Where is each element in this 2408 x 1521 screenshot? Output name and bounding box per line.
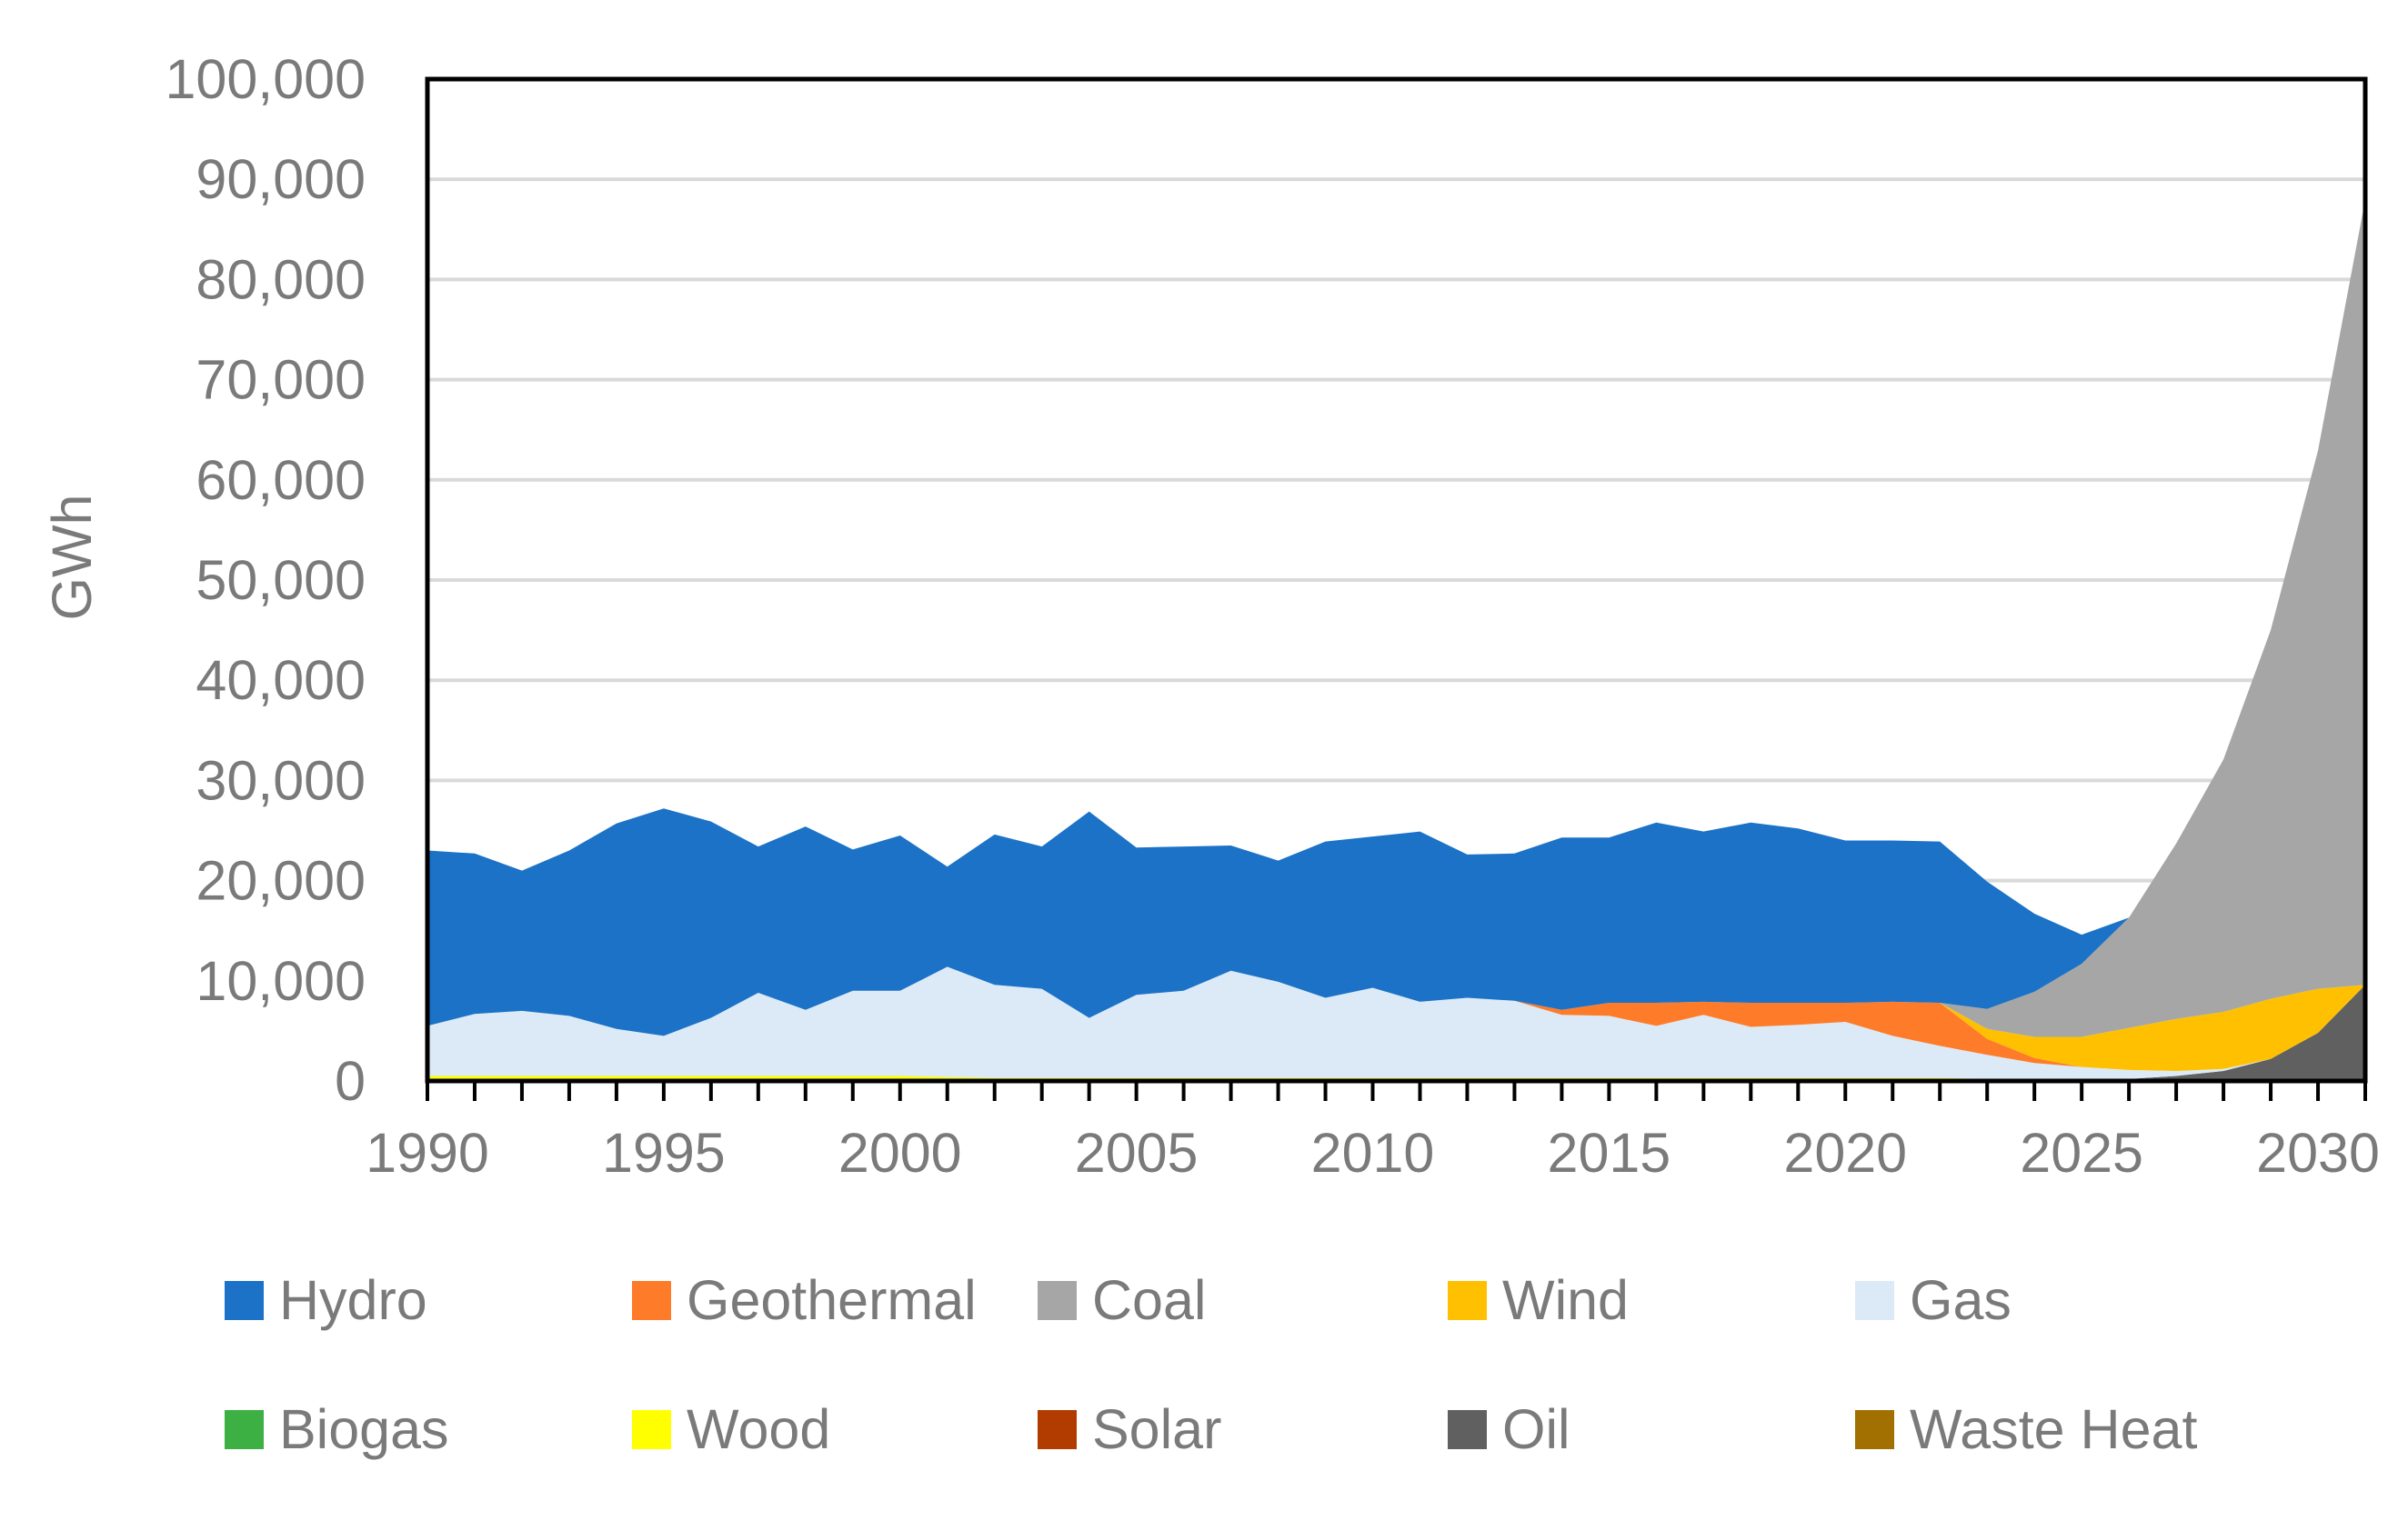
- x-tick-label: 2000: [838, 1122, 962, 1184]
- y-tick-label: 60,000: [196, 449, 366, 511]
- legend-label-gas: Gas: [1910, 1269, 2012, 1331]
- plot-frame: [425, 76, 2368, 1084]
- legend-label-waste-heat: Waste Heat: [1910, 1398, 2197, 1460]
- y-tick-label: 50,000: [196, 549, 366, 611]
- area-wind: [427, 966, 2365, 1071]
- legend-label-hydro: Hydro: [279, 1269, 427, 1331]
- y-tick-label: 30,000: [196, 749, 366, 811]
- legend-label-wind: Wind: [1502, 1269, 1629, 1331]
- legend-swatch-waste-heat: [1855, 1410, 1894, 1449]
- legend-swatch-coal: [1038, 1281, 1077, 1320]
- y-tick-label: 20,000: [196, 850, 366, 912]
- y-tick-label: 100,000: [166, 48, 366, 110]
- y-axis-label: GWh: [41, 495, 103, 621]
- legend-swatch-biogas: [225, 1410, 264, 1449]
- y-tick-label: 80,000: [196, 248, 366, 310]
- y-tick-label: 90,000: [196, 148, 366, 210]
- legend-swatch-solar: [1038, 1410, 1077, 1449]
- legend-label-biogas: Biogas: [279, 1398, 449, 1460]
- legend-swatch-gas: [1855, 1281, 1894, 1320]
- y-tick-label: 40,000: [196, 649, 366, 711]
- x-tick-label: 1995: [602, 1122, 726, 1184]
- x-tick-label: 2015: [1548, 1122, 1671, 1184]
- legend-swatch-geothermal: [632, 1281, 671, 1320]
- area-series: [427, 199, 2365, 1081]
- x-tick-label: 2025: [2020, 1122, 2143, 1184]
- legend-swatch-hydro: [225, 1281, 264, 1320]
- legend-swatch-oil: [1448, 1410, 1487, 1449]
- legend-swatch-wind: [1448, 1281, 1487, 1320]
- y-tick-label: 10,000: [196, 950, 366, 1012]
- area-gas: [427, 966, 2365, 1080]
- y-axis: 0 10,000 20,000 30,000 40,000 50,000 60,000 70,…: [166, 48, 366, 1112]
- legend-label-coal: Coal: [1092, 1269, 1206, 1331]
- legend-label-geothermal: Geothermal: [687, 1269, 977, 1331]
- x-tick-label: 2010: [1311, 1122, 1435, 1184]
- x-tick-label: 1990: [366, 1122, 489, 1184]
- legend-label-solar: Solar: [1092, 1398, 1221, 1460]
- area-coal: [427, 199, 2365, 1037]
- legend-swatch-wood: [632, 1410, 671, 1449]
- legend-label-wood: Wood: [687, 1398, 830, 1460]
- x-axis: 1990 1995 2000 2005 2010 2015 2020 2025 2030: [366, 1081, 2380, 1184]
- area-hydro: [427, 199, 2365, 1036]
- x-tick-label: 2020: [1783, 1122, 1907, 1184]
- legend-label-oil: Oil: [1502, 1398, 1570, 1460]
- y-tick-label: 0: [335, 1050, 366, 1112]
- y-tick-label: 70,000: [196, 349, 366, 411]
- x-tick-label: 2005: [1075, 1122, 1199, 1184]
- x-tick-label: 2030: [2256, 1122, 2380, 1184]
- legend: Hydro Geothermal Coal Wind Gas Biogas Wood Sola…: [225, 1269, 2197, 1460]
